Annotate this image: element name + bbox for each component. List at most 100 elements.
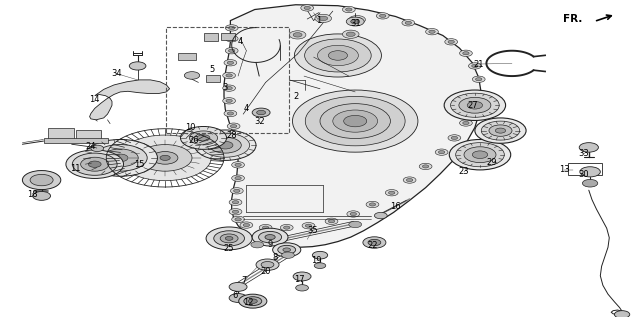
- Circle shape: [475, 118, 526, 143]
- Circle shape: [119, 135, 211, 181]
- Text: 19: 19: [312, 256, 322, 265]
- Circle shape: [349, 16, 365, 24]
- Circle shape: [152, 152, 178, 164]
- Circle shape: [235, 177, 241, 180]
- Circle shape: [614, 311, 630, 317]
- Circle shape: [451, 136, 458, 139]
- Circle shape: [449, 139, 511, 170]
- Circle shape: [214, 231, 244, 246]
- Text: 9: 9: [268, 240, 273, 249]
- Circle shape: [230, 285, 243, 291]
- Circle shape: [294, 34, 381, 77]
- Text: 22: 22: [367, 241, 378, 250]
- Text: 27: 27: [467, 101, 477, 110]
- Circle shape: [283, 248, 291, 252]
- Circle shape: [451, 93, 499, 117]
- Circle shape: [292, 90, 418, 152]
- Circle shape: [460, 120, 472, 126]
- Circle shape: [472, 90, 485, 97]
- Circle shape: [195, 130, 256, 160]
- Circle shape: [235, 163, 241, 166]
- Circle shape: [305, 39, 371, 72]
- Circle shape: [319, 16, 328, 21]
- Polygon shape: [90, 80, 170, 120]
- Circle shape: [346, 17, 364, 26]
- Circle shape: [234, 189, 240, 192]
- Circle shape: [224, 110, 237, 117]
- Circle shape: [463, 52, 469, 55]
- Circle shape: [225, 25, 238, 31]
- Circle shape: [209, 137, 241, 153]
- Circle shape: [257, 110, 266, 115]
- Circle shape: [342, 6, 355, 13]
- Circle shape: [259, 224, 272, 231]
- Circle shape: [385, 190, 398, 196]
- Circle shape: [88, 161, 101, 167]
- Circle shape: [225, 36, 238, 42]
- Circle shape: [228, 26, 235, 29]
- Text: 25: 25: [224, 244, 234, 253]
- Circle shape: [380, 14, 386, 17]
- Text: 7: 7: [242, 276, 247, 285]
- Text: 32: 32: [254, 117, 264, 126]
- Circle shape: [426, 29, 438, 35]
- Circle shape: [138, 145, 192, 171]
- Circle shape: [206, 227, 252, 250]
- Circle shape: [580, 167, 600, 177]
- Text: 31: 31: [350, 19, 360, 28]
- Circle shape: [312, 251, 328, 259]
- Text: 12: 12: [243, 298, 253, 307]
- Circle shape: [476, 92, 482, 95]
- Circle shape: [489, 125, 512, 136]
- Circle shape: [223, 98, 236, 104]
- Circle shape: [223, 72, 236, 79]
- Text: 21: 21: [474, 60, 484, 68]
- Circle shape: [374, 212, 387, 219]
- Circle shape: [197, 135, 210, 141]
- Text: 20: 20: [260, 267, 271, 275]
- Circle shape: [229, 199, 242, 205]
- Circle shape: [301, 5, 314, 11]
- Circle shape: [368, 239, 381, 246]
- Circle shape: [472, 64, 478, 68]
- Text: 35: 35: [307, 226, 317, 235]
- Circle shape: [227, 61, 234, 64]
- Circle shape: [239, 294, 267, 308]
- Circle shape: [445, 39, 458, 45]
- Circle shape: [160, 155, 170, 160]
- Circle shape: [252, 108, 270, 117]
- Text: 10: 10: [186, 123, 196, 132]
- Circle shape: [388, 191, 395, 194]
- Circle shape: [228, 49, 235, 52]
- Circle shape: [293, 33, 302, 37]
- Circle shape: [259, 231, 282, 243]
- Circle shape: [225, 48, 238, 54]
- Circle shape: [229, 294, 247, 302]
- Circle shape: [305, 224, 312, 227]
- Circle shape: [476, 78, 482, 81]
- Circle shape: [235, 150, 241, 153]
- Text: 26: 26: [188, 136, 198, 145]
- Circle shape: [81, 157, 109, 171]
- Circle shape: [189, 131, 218, 145]
- Text: 3: 3: [223, 83, 228, 92]
- Text: 14: 14: [90, 95, 100, 104]
- Circle shape: [234, 137, 240, 140]
- Bar: [166, 27, 289, 133]
- Circle shape: [293, 272, 311, 281]
- Circle shape: [459, 97, 491, 113]
- Circle shape: [333, 110, 378, 132]
- Circle shape: [226, 99, 232, 102]
- Circle shape: [350, 212, 356, 216]
- Circle shape: [273, 243, 301, 257]
- Text: 13: 13: [559, 165, 570, 174]
- Circle shape: [226, 74, 232, 77]
- Circle shape: [353, 17, 362, 22]
- Text: 29: 29: [486, 158, 497, 167]
- Text: 18: 18: [27, 190, 37, 198]
- Circle shape: [495, 128, 506, 133]
- Circle shape: [22, 171, 61, 190]
- Circle shape: [347, 211, 360, 217]
- Circle shape: [328, 220, 335, 223]
- Circle shape: [240, 222, 253, 228]
